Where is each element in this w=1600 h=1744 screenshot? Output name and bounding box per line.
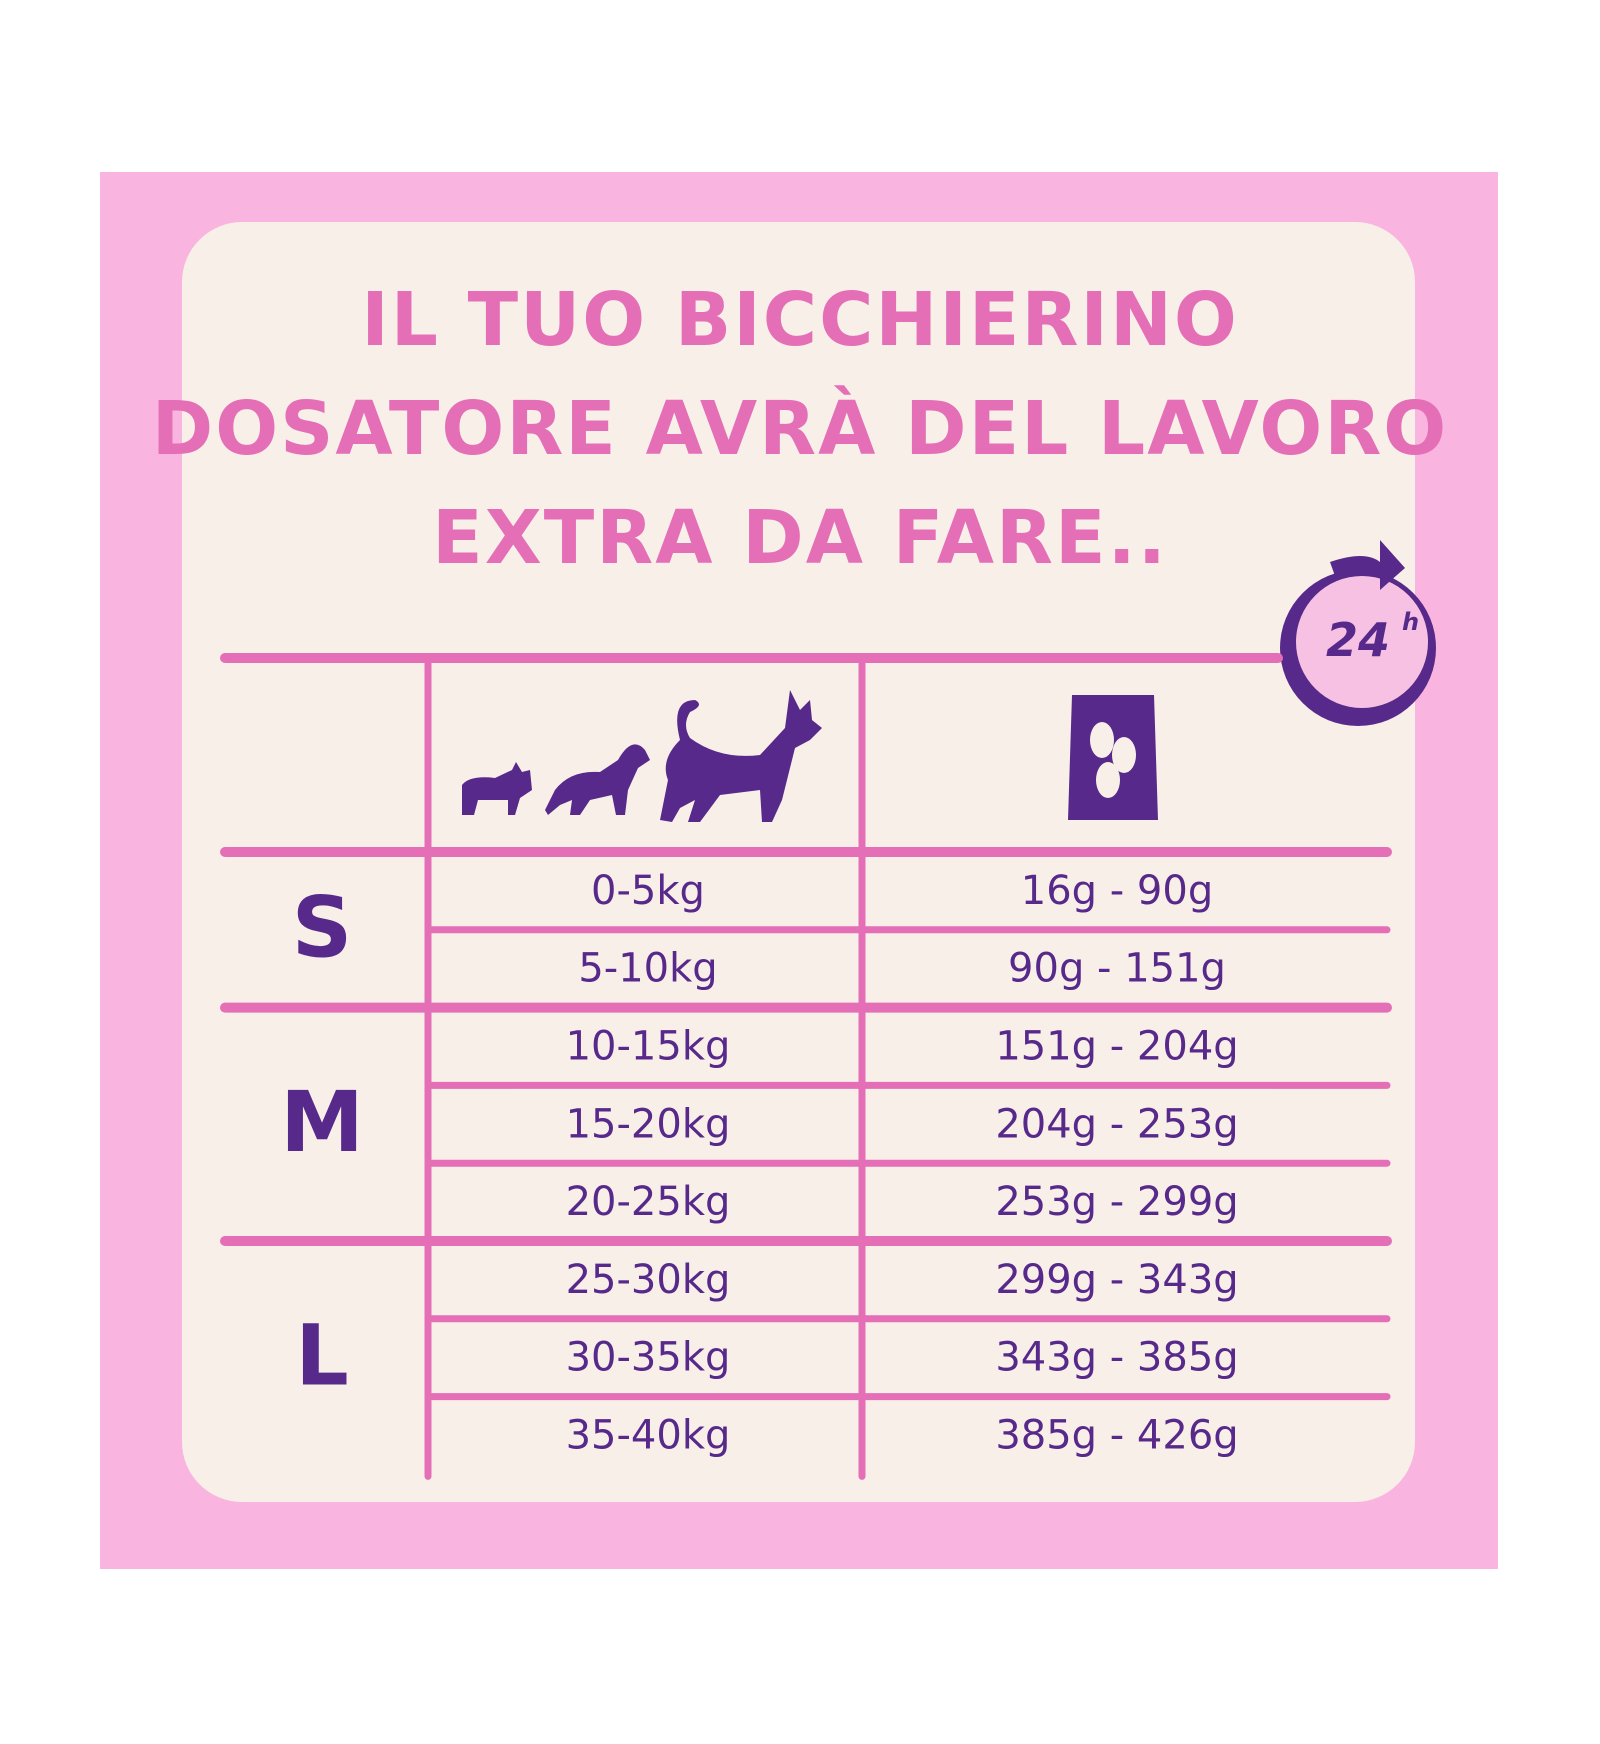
card bbox=[182, 222, 1415, 1502]
weight-cell: 0-5kg bbox=[591, 868, 705, 914]
badge-face bbox=[1296, 576, 1428, 708]
dose-cell: 299g - 343g bbox=[995, 1257, 1238, 1303]
food-bag bbox=[1068, 695, 1158, 820]
badge: 24 h bbox=[1280, 540, 1436, 726]
large-dog bbox=[660, 690, 822, 822]
badge-unit: h bbox=[1402, 608, 1419, 636]
kibble bbox=[1112, 737, 1136, 773]
medium-dog bbox=[545, 744, 650, 815]
badge-arrow bbox=[1330, 540, 1405, 590]
dose-cell: 343g - 385g bbox=[995, 1335, 1238, 1381]
kibble bbox=[1090, 722, 1114, 758]
weight-cell: 25-30kg bbox=[566, 1257, 731, 1303]
weight-cell: 15-20kg bbox=[566, 1101, 731, 1147]
weight-cell: 30-35kg bbox=[566, 1335, 731, 1381]
dose-cell: 90g - 151g bbox=[1008, 946, 1226, 992]
title-line: IL TUO BICCHIERINO bbox=[361, 277, 1239, 363]
size-label: M bbox=[280, 1073, 364, 1171]
dose-cell: 253g - 299g bbox=[995, 1179, 1238, 1225]
title-line: EXTRA DA FARE.. bbox=[432, 495, 1168, 581]
weight-cell: 20-25kg bbox=[566, 1179, 731, 1225]
size-label: L bbox=[295, 1307, 349, 1405]
dose-cell: 151g - 204g bbox=[995, 1024, 1238, 1070]
dose-cell: 204g - 253g bbox=[995, 1101, 1238, 1147]
dose-cell: 385g - 426g bbox=[995, 1413, 1238, 1459]
weight-cell: 10-15kg bbox=[566, 1024, 731, 1070]
dose-cell: 16g - 90g bbox=[1021, 868, 1213, 914]
kibble bbox=[1096, 762, 1120, 798]
weight-cell: 5-10kg bbox=[578, 946, 717, 992]
weight-cell: 35-40kg bbox=[566, 1413, 731, 1459]
size-label: S bbox=[292, 879, 353, 977]
dog-icons bbox=[462, 690, 822, 822]
badge-number: 24 bbox=[1326, 613, 1390, 667]
table: 0-5kg 16g - 90g 5-10kg 90g - 151g S 10-15kg 15… bbox=[220, 653, 1392, 1480]
small-dog bbox=[462, 762, 532, 815]
title-line: DOSATORE AVRÀ DEL LAVORO bbox=[152, 384, 1448, 472]
